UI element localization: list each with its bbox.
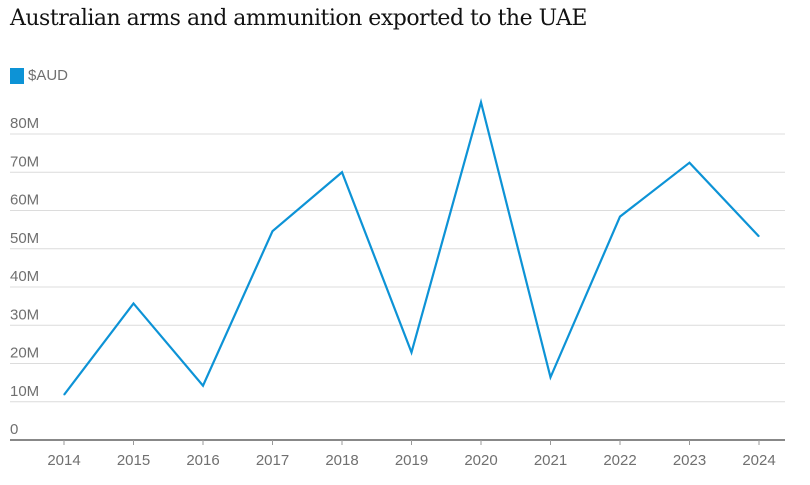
data-point	[619, 216, 621, 218]
data-point	[133, 302, 134, 304]
x-tick-label: 2014	[47, 452, 80, 469]
y-tick-label: 50M	[10, 230, 39, 247]
data-point	[202, 385, 204, 387]
data-point	[689, 162, 690, 164]
y-tick-label: 30M	[10, 306, 39, 323]
x-tick-label: 2024	[742, 452, 775, 469]
data-point	[550, 376, 551, 378]
x-tick-label: 2020	[464, 452, 497, 469]
y-tick-label: 20M	[10, 345, 39, 362]
x-tick-label: 2015	[117, 452, 150, 469]
legend-swatch	[10, 67, 24, 84]
x-tick-label: 2016	[186, 452, 219, 469]
x-tick-label: 2023	[673, 452, 706, 469]
data-point	[63, 394, 65, 396]
data-point	[480, 101, 482, 103]
y-tick-label: 0	[10, 421, 18, 438]
y-tick-label: 70M	[10, 153, 39, 170]
data-point	[272, 230, 273, 232]
data-point	[758, 236, 760, 238]
y-tick-label: 10M	[10, 383, 39, 400]
legend-label: $AUD	[28, 67, 69, 84]
x-tick-label: 2021	[534, 452, 567, 469]
legend: $AUD	[10, 67, 68, 84]
x-tick-label: 2019	[395, 452, 428, 469]
x-tick-label: 2017	[256, 452, 289, 469]
x-tick-label: 2022	[603, 452, 636, 469]
y-tick-label: 60M	[10, 192, 39, 209]
x-tick-label: 2018	[325, 452, 358, 469]
data-point	[341, 171, 343, 173]
data-point	[411, 351, 412, 353]
y-tick-label: 80M	[10, 115, 39, 132]
y-tick-label: 40M	[10, 268, 39, 285]
chart-title: Australian arms and ammunition exported …	[10, 6, 587, 31]
